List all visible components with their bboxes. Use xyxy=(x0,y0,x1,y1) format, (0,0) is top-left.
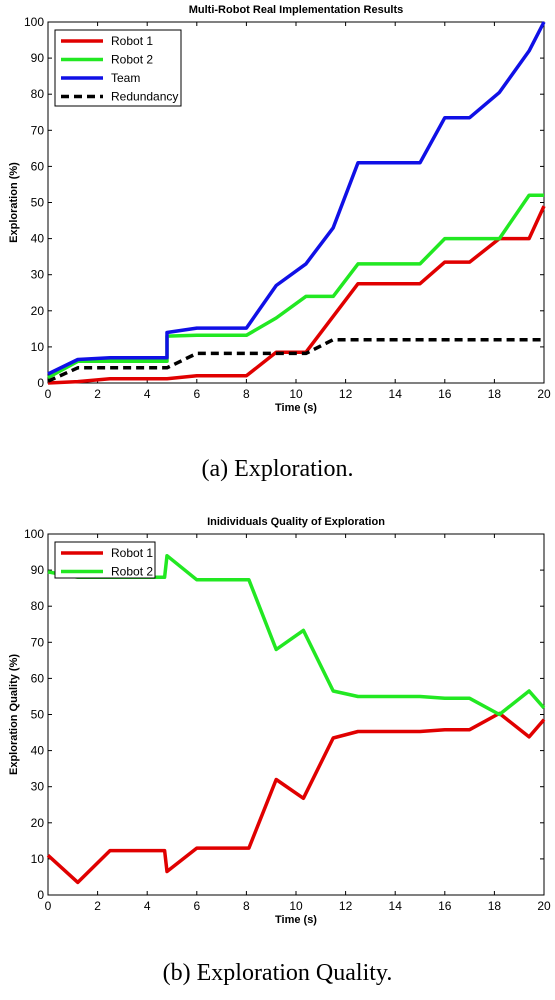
x-tick-label-a-4: 8 xyxy=(243,387,250,401)
y-tick-label-b-8: 80 xyxy=(31,599,45,613)
quality-chart: 0 2 4 6 8 10 12 14 16 18 200102030405060708090100 … xyxy=(8,516,551,926)
x-tick-label-b-2: 4 xyxy=(144,899,151,913)
y-tick-label-a-5: 50 xyxy=(31,196,45,210)
y-tick-label-a-4: 40 xyxy=(31,232,45,246)
y-tick-label-a-0: 0 xyxy=(37,376,44,390)
y-tick-label-a-7: 70 xyxy=(31,123,45,137)
legend-label-a-3: Redundancy xyxy=(111,90,178,104)
legend-a: Robot 1 Robot 2 Team Redundancy xyxy=(54,29,182,107)
y-tick-label-b-1: 10 xyxy=(31,852,45,866)
series-line-a-1 xyxy=(47,193,544,380)
y-tick-label-b-9: 90 xyxy=(31,563,45,577)
series-line-a-2 xyxy=(47,21,546,376)
x-tick-label-a-9: 18 xyxy=(488,387,502,401)
x-tick-label-a-7: 14 xyxy=(389,387,403,401)
y-tick-label-b-2: 20 xyxy=(31,816,45,830)
exploration-chart: 0 2 4 6 8 10 12 14 16 18 200102030405060708090100 … xyxy=(8,4,551,414)
x-tick-label-b-0: 0 xyxy=(45,899,52,913)
caption-b: (b) Exploration Quality. xyxy=(162,960,393,986)
x-tick-label-b-10: 20 xyxy=(537,899,551,913)
legend-label-a-2: Team xyxy=(111,71,140,85)
y-tick-label-b-5: 50 xyxy=(31,708,45,722)
y-tick-label-a-10: 100 xyxy=(24,15,44,29)
legend-label-b-0: Robot 1 xyxy=(111,546,153,560)
y-axis-label-a: Exploration (%) xyxy=(8,162,20,243)
x-tick-label-a-3: 6 xyxy=(193,387,200,401)
x-tick-label-a-5: 10 xyxy=(289,387,303,401)
y-tick-label-a-3: 30 xyxy=(31,268,45,282)
x-tick-label-b-1: 2 xyxy=(94,899,101,913)
x-tick-label-a-1: 2 xyxy=(94,387,101,401)
plot-area-b xyxy=(47,533,545,896)
series-line-b-0 xyxy=(46,711,546,885)
ticks-a: 0 2 4 6 8 10 12 14 16 18 20 0 10 20 30 40 50 60 70 80 90 100 xyxy=(24,15,551,401)
caption-a: (a) Exploration. xyxy=(201,456,354,482)
x-tick-label-a-6: 12 xyxy=(339,387,353,401)
legend-label-a-1: Robot 2 xyxy=(111,53,153,67)
y-tick-label-b-6: 60 xyxy=(31,671,45,685)
x-tick-label-b-3: 6 xyxy=(193,899,200,913)
legend-b: Robot 1 Robot 2 xyxy=(54,541,156,579)
x-tick-label-b-9: 18 xyxy=(488,899,502,913)
x-tick-label-b-8: 16 xyxy=(438,899,452,913)
y-tick-label-a-1: 10 xyxy=(31,340,45,354)
x-tick-label-b-4: 8 xyxy=(243,899,250,913)
legend-label-b-1: Robot 2 xyxy=(111,565,153,579)
x-tick-label-a-0: 0 xyxy=(45,387,52,401)
series-line-a-3 xyxy=(47,337,544,383)
legend-box-a xyxy=(54,29,182,107)
chart-title-b: Inidividuals Quality of Exploration xyxy=(207,516,385,528)
y-tick-label-a-8: 80 xyxy=(31,87,45,101)
x-tick-label-b-6: 12 xyxy=(339,899,353,913)
y-axis-label-b: Exploration Quality (%) xyxy=(8,654,20,775)
ticks-b: 0 2 4 6 8 10 12 14 16 18 20 0 10 20 30 40 50 60 70 80 90 100 xyxy=(24,527,551,913)
x-tick-label-b-5: 10 xyxy=(289,899,303,913)
y-tick-label-b-4: 40 xyxy=(31,744,45,758)
chart-title-a: Multi-Robot Real Implementation Results xyxy=(189,4,404,16)
y-tick-label-b-3: 30 xyxy=(31,780,45,794)
y-tick-label-a-6: 60 xyxy=(31,159,45,173)
x-tick-label-a-2: 4 xyxy=(144,387,151,401)
legend-label-a-0: Robot 1 xyxy=(111,34,153,48)
y-tick-label-b-7: 70 xyxy=(31,635,45,649)
y-tick-label-a-9: 90 xyxy=(31,51,45,65)
y-tick-label-b-0: 0 xyxy=(37,888,44,902)
x-axis-label-b: Time (s) xyxy=(275,914,317,926)
x-tick-label-a-8: 16 xyxy=(438,387,452,401)
x-tick-label-b-7: 14 xyxy=(389,899,403,913)
y-tick-label-b-10: 100 xyxy=(24,527,44,541)
y-tick-label-a-2: 20 xyxy=(31,304,45,318)
x-tick-label-a-10: 20 xyxy=(537,387,551,401)
x-axis-label-a: Time (s) xyxy=(275,402,317,414)
series-lines-a xyxy=(47,21,546,385)
